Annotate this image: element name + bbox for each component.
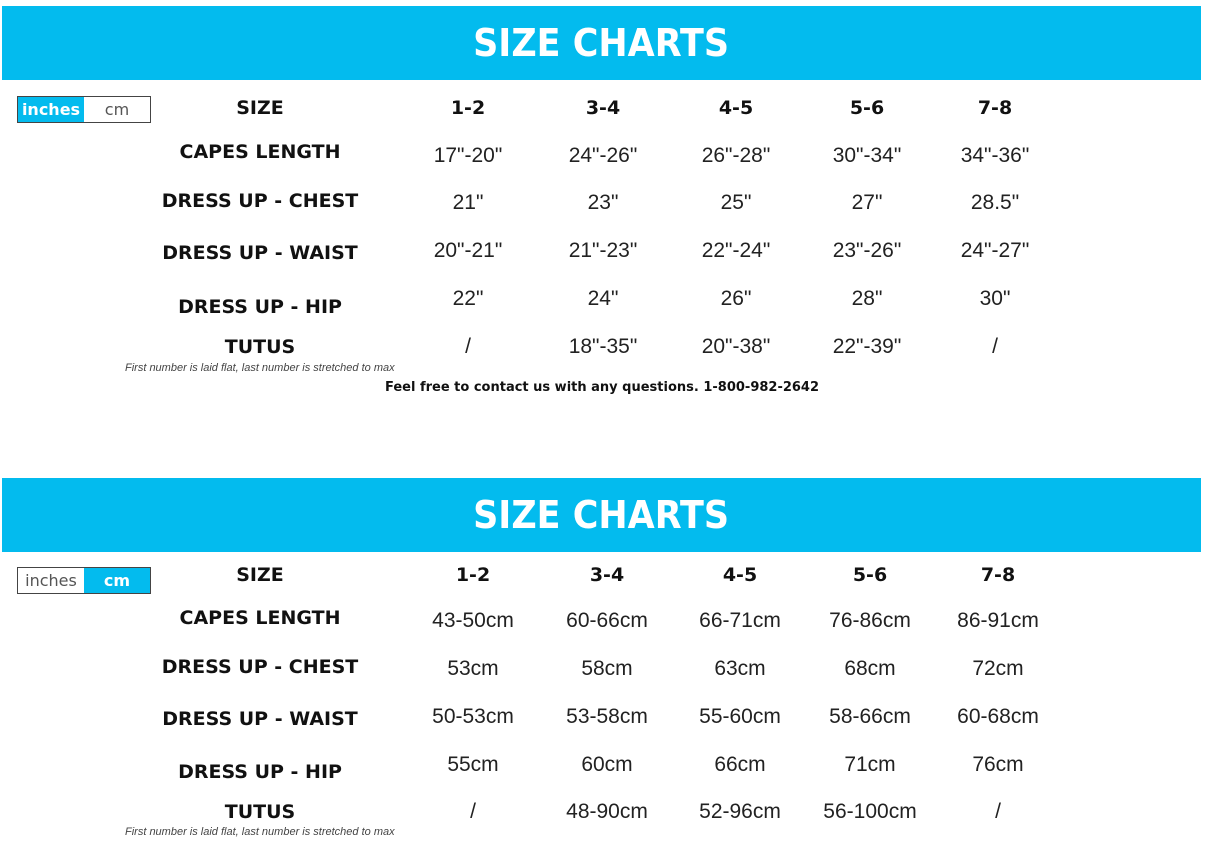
measurement-cell: 58cm bbox=[581, 657, 633, 680]
cm-toggle-button[interactable]: cm bbox=[84, 97, 150, 122]
size-header: SIZE bbox=[236, 97, 284, 119]
measurement-cell: 24"-26" bbox=[568, 144, 638, 167]
row-label: CAPES LENGTH bbox=[179, 607, 341, 629]
measurement-cell: 27" bbox=[851, 191, 883, 214]
row-label: DRESS UP - HIP bbox=[178, 296, 342, 318]
measurement-cell: 72cm bbox=[972, 657, 1024, 680]
row-label: DRESS UP - CHEST bbox=[161, 656, 359, 678]
measurement-cell: 24"-27" bbox=[960, 239, 1030, 262]
measurement-cell: 55-60cm bbox=[699, 705, 781, 728]
measurement-cell: 53-58cm bbox=[566, 705, 648, 728]
banner: SIZE CHARTS bbox=[2, 6, 1201, 80]
inches-toggle-button[interactable]: inches bbox=[18, 568, 84, 593]
measurement-cell: / bbox=[465, 335, 471, 358]
measurement-cell: 24" bbox=[587, 287, 619, 310]
row-label: DRESS UP - CHEST bbox=[161, 190, 359, 212]
measurement-cell: 22"-24" bbox=[701, 239, 771, 262]
measurement-cell: 30" bbox=[979, 287, 1011, 310]
measurement-cell: / bbox=[470, 800, 476, 823]
measurement-cell: 60-66cm bbox=[566, 609, 648, 632]
measurement-cell: 21"-23" bbox=[568, 239, 638, 262]
measurement-cell: 76cm bbox=[972, 753, 1024, 776]
measurement-cell: 23"-26" bbox=[832, 239, 902, 262]
measurement-cell: 55cm bbox=[447, 753, 499, 776]
measurement-cell: 63cm bbox=[714, 657, 766, 680]
inches-toggle-button[interactable]: inches bbox=[18, 97, 84, 122]
measurement-cell: 22" bbox=[452, 287, 484, 310]
measurement-cell: 43-50cm bbox=[432, 609, 514, 632]
measurement-cell: 21" bbox=[452, 191, 484, 214]
measurement-cell: 18"-35" bbox=[568, 335, 638, 358]
measurement-cell: 28" bbox=[851, 287, 883, 310]
size-column-header: 4-5 bbox=[718, 97, 754, 119]
measurement-cell: 26"-28" bbox=[701, 144, 771, 167]
measurement-cell: 22"-39" bbox=[832, 335, 902, 358]
unit-toggle[interactable]: inches cm bbox=[17, 96, 151, 123]
measurement-cell: 71cm bbox=[844, 753, 896, 776]
size-column-header: 1-2 bbox=[450, 97, 486, 119]
size-column-header: 5-6 bbox=[852, 564, 888, 586]
size-column-header: 1-2 bbox=[455, 564, 491, 586]
measurement-cell: 60cm bbox=[581, 753, 633, 776]
measurement-cell: 66-71cm bbox=[699, 609, 781, 632]
size-column-header: 3-4 bbox=[585, 97, 621, 119]
measurement-cell: 20"-38" bbox=[701, 335, 771, 358]
row-label: DRESS UP - HIP bbox=[178, 761, 342, 783]
cm-toggle-button[interactable]: cm bbox=[84, 568, 150, 593]
measurement-cell: 17"-20" bbox=[433, 144, 503, 167]
chart-title: SIZE CHARTS bbox=[473, 21, 730, 65]
measurement-cell: 34"-36" bbox=[960, 144, 1030, 167]
measurement-cell: 52-96cm bbox=[699, 800, 781, 823]
measurement-cell: 28.5" bbox=[970, 191, 1020, 214]
chart-title: SIZE CHARTS bbox=[473, 493, 730, 537]
tutus-note: First number is laid flat, last number i… bbox=[125, 362, 395, 374]
measurement-cell: 25" bbox=[720, 191, 752, 214]
row-label: TUTUS bbox=[224, 801, 296, 823]
measurement-cell: 66cm bbox=[714, 753, 766, 776]
measurement-cell: 68cm bbox=[844, 657, 896, 680]
measurement-cell: 48-90cm bbox=[566, 800, 648, 823]
size-column-header: 5-6 bbox=[849, 97, 885, 119]
size-column-header: 4-5 bbox=[722, 564, 758, 586]
measurement-cell: 60-68cm bbox=[957, 705, 1039, 728]
measurement-cell: 20"-21" bbox=[433, 239, 503, 262]
contact-text: Feel free to contact us with any questio… bbox=[384, 380, 820, 395]
measurement-cell: 50-53cm bbox=[432, 705, 514, 728]
row-label: DRESS UP - WAIST bbox=[162, 242, 358, 264]
size-column-header: 3-4 bbox=[589, 564, 625, 586]
row-label: DRESS UP - WAIST bbox=[162, 708, 358, 730]
measurement-cell: 26" bbox=[720, 287, 752, 310]
measurement-cell: / bbox=[992, 335, 998, 358]
measurement-cell: 76-86cm bbox=[829, 609, 911, 632]
tutus-note: First number is laid flat, last number i… bbox=[125, 826, 395, 838]
row-label: CAPES LENGTH bbox=[179, 141, 341, 163]
measurement-cell: 53cm bbox=[447, 657, 499, 680]
measurement-cell: 23" bbox=[587, 191, 619, 214]
measurement-cell: 56-100cm bbox=[823, 800, 917, 823]
size-column-header: 7-8 bbox=[980, 564, 1016, 586]
row-label: TUTUS bbox=[224, 336, 296, 358]
unit-toggle[interactable]: inches cm bbox=[17, 567, 151, 594]
size-header: SIZE bbox=[236, 564, 284, 586]
measurement-cell: 86-91cm bbox=[957, 609, 1039, 632]
measurement-cell: / bbox=[995, 800, 1001, 823]
measurement-cell: 30"-34" bbox=[832, 144, 902, 167]
measurement-cell: 58-66cm bbox=[829, 705, 911, 728]
size-column-header: 7-8 bbox=[977, 97, 1013, 119]
banner: SIZE CHARTS bbox=[2, 478, 1201, 552]
